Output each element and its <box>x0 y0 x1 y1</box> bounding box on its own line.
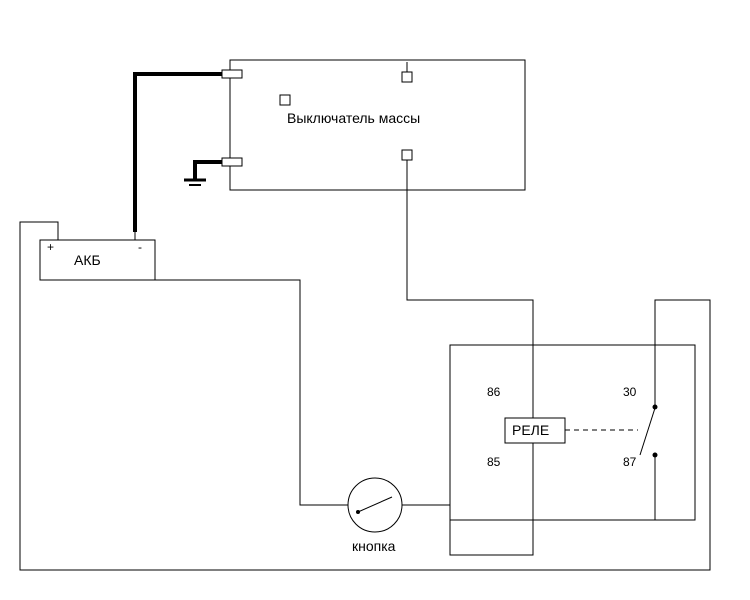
button-label: кнопка <box>352 538 395 554</box>
battery-minus: - <box>138 240 142 254</box>
wiring-layer <box>0 0 750 600</box>
relay-pin-85: 85 <box>487 455 500 469</box>
relay-pin-30: 30 <box>623 385 636 399</box>
relay-pin-86: 86 <box>487 385 500 399</box>
mass-switch-label: Выключатель массы <box>287 110 420 126</box>
circuit-diagram: Выключатель массы АКБ + - РЕЛЕ 86 85 30 … <box>0 0 750 600</box>
relay-pin-87: 87 <box>623 455 636 469</box>
battery-plus: + <box>47 240 54 254</box>
relay-label: РЕЛЕ <box>512 422 549 438</box>
battery-label: АКБ <box>74 252 101 268</box>
